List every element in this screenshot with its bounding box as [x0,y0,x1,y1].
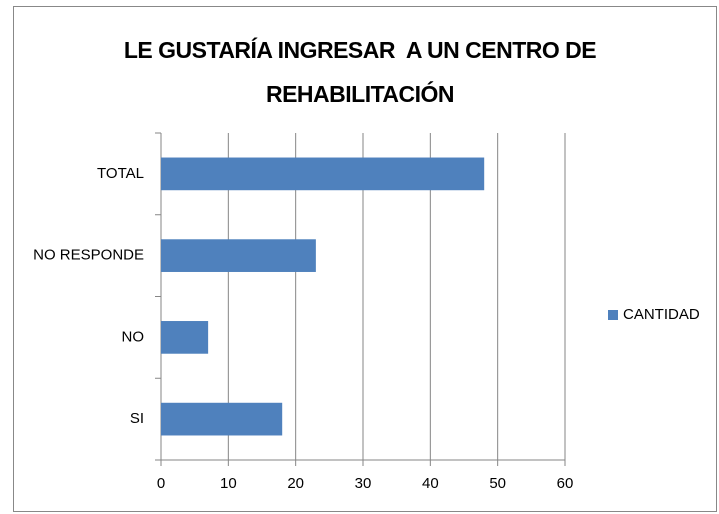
x-tick-label: 60 [557,475,574,492]
y-tick-label: NO RESPONDE [33,247,144,264]
y-tick-label: TOTAL [97,165,144,182]
legend-swatch [608,310,618,320]
y-tick-label: NO [122,328,145,345]
legend-label: CANTIDAD [623,306,700,323]
chart-frame [13,6,717,512]
bar [161,157,485,191]
x-tick-label: 40 [422,475,439,492]
bar [161,239,316,272]
x-tick-label: 0 [157,475,165,492]
bar [161,402,283,436]
chart-title: LE GUSTARÍA INGRESAR A UN CENTRO DE REHA… [123,37,603,107]
x-tick-label: 10 [220,475,237,492]
x-tick-label: 50 [489,475,506,492]
x-tick-label: 30 [355,475,372,492]
x-tick-label: 20 [287,475,304,492]
bar [161,321,209,354]
y-tick-label: SI [130,410,144,427]
